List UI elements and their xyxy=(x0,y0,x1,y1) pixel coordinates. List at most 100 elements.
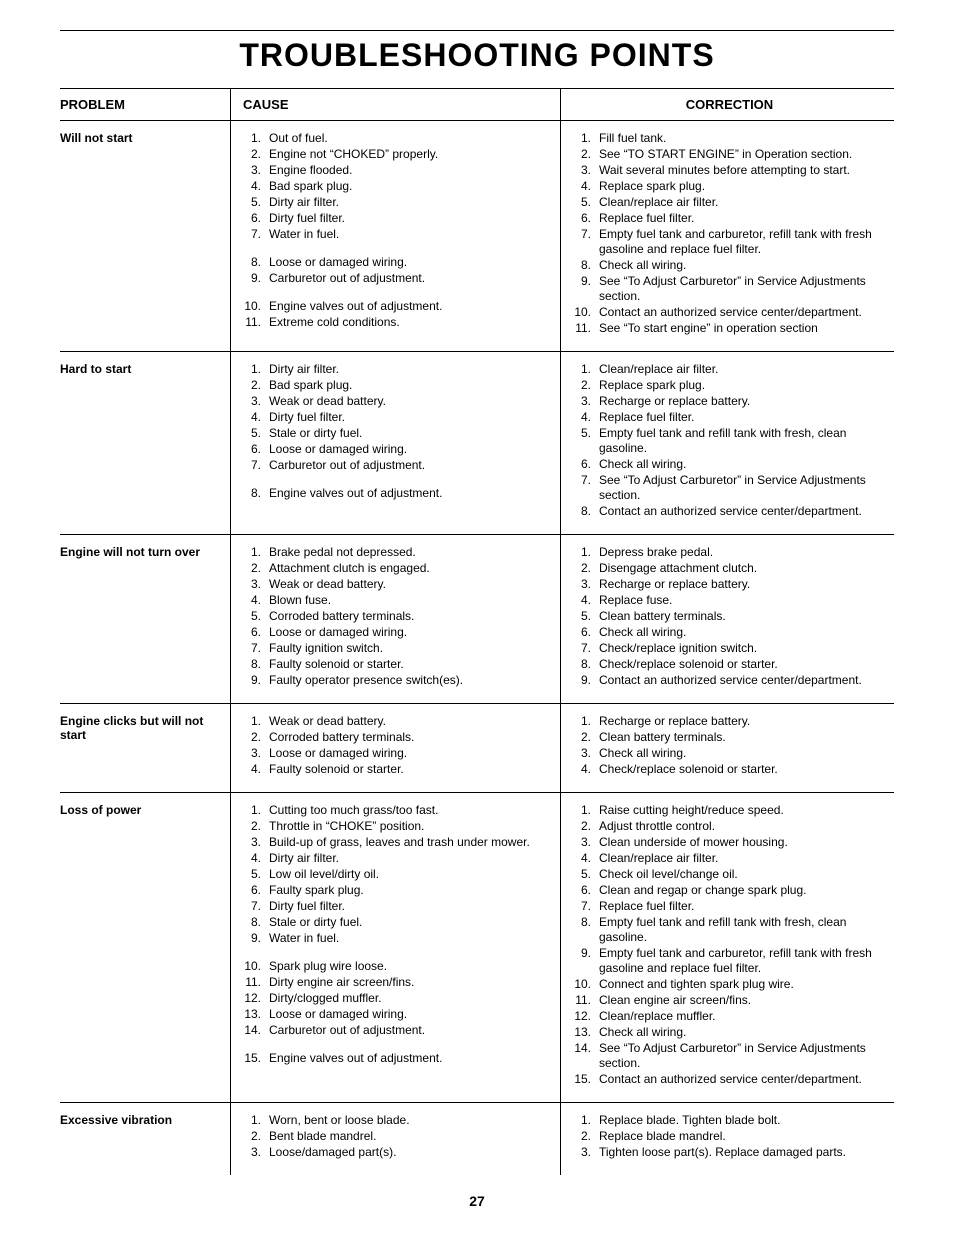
list-num: 1. xyxy=(243,545,269,560)
list-text: Engine flooded. xyxy=(269,163,552,178)
list-text: Connect and tighten spark plug wire. xyxy=(599,977,886,992)
list-item: 14.Carburetor out of adjustment. xyxy=(243,1023,552,1038)
list-text: See “To start engine” in operation secti… xyxy=(599,321,886,336)
list-num: 14. xyxy=(243,1023,269,1038)
list-num: 3. xyxy=(573,746,599,761)
list-text: Weak or dead battery. xyxy=(269,394,552,409)
list-num: 5. xyxy=(573,609,599,624)
list-item: 5.Low oil level/dirty oil. xyxy=(243,867,552,882)
list-num: 4. xyxy=(573,762,599,777)
list-num: 5. xyxy=(243,867,269,882)
list-text: Dirty engine air screen/fins. xyxy=(269,975,552,990)
list-num: 1. xyxy=(243,1113,269,1128)
list-text: Faulty ignition switch. xyxy=(269,641,552,656)
list-text: Build-up of grass, leaves and trash unde… xyxy=(269,835,552,850)
table-row: Engine clicks but will not start1.Weak o… xyxy=(60,704,894,793)
list-num: 6. xyxy=(573,211,599,226)
list-num: 1. xyxy=(243,362,269,377)
list-item: 8.Stale or dirty fuel. xyxy=(243,915,552,930)
list-num: 15. xyxy=(573,1072,599,1087)
table-row: Loss of power1.Cutting too much grass/to… xyxy=(60,793,894,1103)
list-text: Low oil level/dirty oil. xyxy=(269,867,552,882)
list-num: 13. xyxy=(573,1025,599,1040)
cause-cell: 1.Worn, bent or loose blade.2.Bent blade… xyxy=(230,1103,560,1175)
list-item: 4.Dirty fuel filter. xyxy=(243,410,552,425)
list-text: Engine valves out of adjustment. xyxy=(269,486,552,501)
list-num: 2. xyxy=(573,730,599,745)
list-text: Engine valves out of adjustment. xyxy=(269,1051,552,1066)
list-num: 4. xyxy=(243,410,269,425)
list-text: Faulty operator presence switch(es). xyxy=(269,673,552,688)
list-item: 5.Stale or dirty fuel. xyxy=(243,426,552,441)
list-num: 4. xyxy=(573,593,599,608)
list-text: Corroded battery terminals. xyxy=(269,730,552,745)
list-num: 5. xyxy=(243,195,269,210)
list-item: 3.Recharge or replace battery. xyxy=(573,577,886,592)
list-num: 1. xyxy=(243,714,269,729)
list-text: Loose or damaged wiring. xyxy=(269,625,552,640)
list-num: 2. xyxy=(573,378,599,393)
list-text: Clean underside of mower housing. xyxy=(599,835,886,850)
list-num: 8. xyxy=(573,657,599,672)
list-text: Weak or dead battery. xyxy=(269,577,552,592)
list-text: Stale or dirty fuel. xyxy=(269,915,552,930)
list-text: Clean battery terminals. xyxy=(599,609,886,624)
list-num: 1. xyxy=(573,803,599,818)
list-item: 2.Disengage attachment clutch. xyxy=(573,561,886,576)
list-text: See “To Adjust Carburetor” in Service Ad… xyxy=(599,473,886,503)
list-text: Clean/replace air filter. xyxy=(599,851,886,866)
list-item: 7.Check/replace ignition switch. xyxy=(573,641,886,656)
list-item: 7.Empty fuel tank and carburetor, refill… xyxy=(573,227,886,257)
header-problem: PROBLEM xyxy=(60,89,230,120)
list-item: 1.Recharge or replace battery. xyxy=(573,714,886,729)
list-item: 9.Carburetor out of adjustment. xyxy=(243,271,552,286)
list-num: 1. xyxy=(243,803,269,818)
correction-cell: 1.Replace blade. Tighten blade bolt.2.Re… xyxy=(560,1103,894,1175)
list-text: Contact an authorized service center/dep… xyxy=(599,673,886,688)
list-item: 2.Adjust throttle control. xyxy=(573,819,886,834)
list-num: 6. xyxy=(573,457,599,472)
list-item: 8.Loose or damaged wiring. xyxy=(243,255,552,270)
top-rule xyxy=(60,30,894,31)
list-num: 5. xyxy=(573,867,599,882)
list-num: 5. xyxy=(243,609,269,624)
list-num: 11. xyxy=(573,993,599,1008)
list-text: Recharge or replace battery. xyxy=(599,394,886,409)
list-num: 3. xyxy=(573,394,599,409)
list-item: 1.Brake pedal not depressed. xyxy=(243,545,552,560)
list-item: 7.Dirty fuel filter. xyxy=(243,899,552,914)
list-item: 2.Bent blade mandrel. xyxy=(243,1129,552,1144)
list-text: Contact an authorized service center/dep… xyxy=(599,504,886,519)
list-item: 7.Faulty ignition switch. xyxy=(243,641,552,656)
table-row: Excessive vibration1.Worn, bent or loose… xyxy=(60,1103,894,1175)
list-item: 4.Replace spark plug. xyxy=(573,179,886,194)
list-text: Dirty fuel filter. xyxy=(269,410,552,425)
list-num: 6. xyxy=(243,883,269,898)
list-item: 2.Replace spark plug. xyxy=(573,378,886,393)
cause-cell: 1.Brake pedal not depressed.2.Attachment… xyxy=(230,535,560,703)
list-num: 10. xyxy=(573,977,599,992)
page-number: 27 xyxy=(60,1193,894,1209)
list-num: 15. xyxy=(243,1051,269,1066)
list-text: Depress brake pedal. xyxy=(599,545,886,560)
list-text: Dirty air filter. xyxy=(269,851,552,866)
list-num: 4. xyxy=(243,762,269,777)
list-item: 5.Empty fuel tank and refill tank with f… xyxy=(573,426,886,456)
list-text: Check/replace solenoid or starter. xyxy=(599,657,886,672)
list-item: 2.Bad spark plug. xyxy=(243,378,552,393)
list-num: 3. xyxy=(243,746,269,761)
list-item: 11.Extreme cold conditions. xyxy=(243,315,552,330)
list-text: Replace fuel filter. xyxy=(599,899,886,914)
correction-cell: 1.Depress brake pedal.2.Disengage attach… xyxy=(560,535,894,703)
list-num: 3. xyxy=(243,1145,269,1160)
list-item: 4.Check/replace solenoid or starter. xyxy=(573,762,886,777)
list-item: 8.Check/replace solenoid or starter. xyxy=(573,657,886,672)
list-num: 5. xyxy=(573,195,599,210)
correction-cell: 1.Raise cutting height/reduce speed.2.Ad… xyxy=(560,793,894,1102)
list-text: Carburetor out of adjustment. xyxy=(269,271,552,286)
list-item: 3.Engine flooded. xyxy=(243,163,552,178)
list-item: 14.See “To Adjust Carburetor” in Service… xyxy=(573,1041,886,1071)
list-num: 7. xyxy=(573,899,599,914)
list-text: Clean battery terminals. xyxy=(599,730,886,745)
list-num: 8. xyxy=(573,915,599,945)
